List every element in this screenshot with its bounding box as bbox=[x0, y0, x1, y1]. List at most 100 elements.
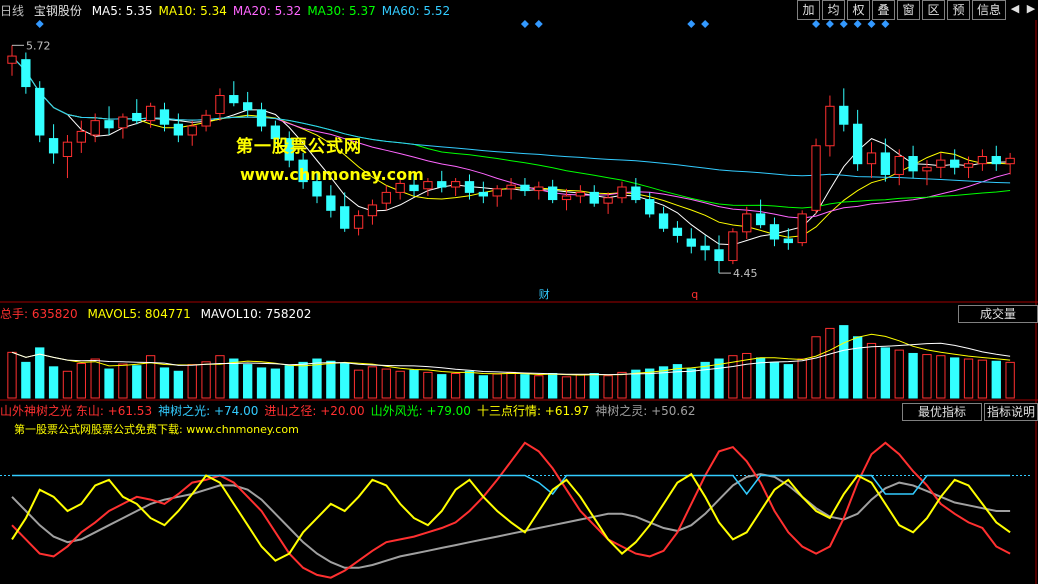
volume-bar bbox=[492, 373, 502, 399]
candle-body bbox=[811, 145, 821, 211]
volume-bar bbox=[312, 358, 322, 399]
stock-name: 宝钢股份 bbox=[33, 4, 82, 18]
indicator-readout-2: 进山之径: +20.00 bbox=[264, 404, 365, 418]
indicator-help-button[interactable]: 指标说明 bbox=[984, 403, 1038, 421]
prev-arrow-icon[interactable]: ◀ bbox=[1008, 0, 1022, 18]
volume-bar bbox=[381, 368, 391, 399]
watermark-title: 第一股票公式网 bbox=[236, 137, 362, 157]
volume-bar bbox=[284, 365, 294, 399]
candle-body bbox=[977, 156, 988, 165]
toolbar-button-2[interactable]: 权 bbox=[847, 0, 870, 20]
candle-body bbox=[76, 130, 86, 143]
volume-bar bbox=[755, 357, 766, 399]
event-diamond-icon bbox=[701, 20, 710, 28]
volume-bar bbox=[464, 370, 475, 399]
candle-body bbox=[797, 213, 807, 244]
candle-body bbox=[21, 59, 31, 88]
volume-bar bbox=[728, 355, 738, 399]
candle-body bbox=[381, 191, 391, 204]
candle-body bbox=[922, 166, 932, 172]
volume-bar bbox=[603, 375, 613, 399]
volume-bar bbox=[866, 342, 877, 399]
candle-body bbox=[312, 181, 322, 197]
toolbar-button-0[interactable]: 加 bbox=[797, 0, 820, 20]
volume-bar bbox=[270, 368, 281, 399]
indicator-line-3 bbox=[11, 473, 1011, 569]
next-arrow-icon[interactable]: ▶ bbox=[1024, 0, 1038, 18]
volume-bar bbox=[62, 370, 73, 399]
volume-bar bbox=[714, 358, 724, 399]
ma-readout-0: MA5: 5.35 bbox=[91, 4, 153, 18]
candle-body bbox=[270, 125, 281, 140]
candle-body bbox=[7, 55, 17, 64]
volume-bar bbox=[950, 357, 960, 399]
toolbar-button-1[interactable]: 均 bbox=[822, 0, 845, 20]
candle-body bbox=[894, 156, 904, 175]
ma-readout-2: MA20: 5.32 bbox=[232, 4, 302, 18]
volume-bar bbox=[229, 358, 239, 399]
indicator-subtitle: 第一股票公式网股票公式免费下载: www.chnmoney.com bbox=[14, 423, 299, 436]
volume-bar bbox=[353, 369, 364, 399]
candle-body bbox=[755, 213, 766, 226]
volume-bar bbox=[437, 374, 447, 399]
candle-body bbox=[173, 123, 184, 136]
candle-body bbox=[256, 109, 267, 127]
volume-bar bbox=[1005, 361, 1015, 399]
candle-body bbox=[908, 156, 918, 172]
candle-body bbox=[243, 102, 253, 111]
toolbar-button-5[interactable]: 区 bbox=[922, 0, 945, 20]
volume-bar bbox=[963, 358, 974, 399]
volume-bar bbox=[811, 336, 821, 399]
candle-body bbox=[159, 109, 170, 125]
volume-bar bbox=[215, 355, 225, 399]
candle-body bbox=[35, 87, 45, 136]
event-diamond-icon bbox=[520, 20, 529, 28]
candle-body bbox=[603, 197, 613, 204]
indicator-readout-4: 十三点行情: +61.97 bbox=[476, 404, 590, 418]
candle-body bbox=[423, 181, 433, 190]
candle-body bbox=[575, 191, 586, 197]
volume-bar bbox=[367, 366, 378, 399]
candle-body bbox=[866, 152, 877, 165]
volume-bar bbox=[520, 374, 530, 399]
toolbar-button-7[interactable]: 信息 bbox=[972, 0, 1006, 20]
indicator-readout-3: 山外风光: +79.00 bbox=[370, 404, 471, 418]
indicator-line-0 bbox=[11, 441, 1011, 579]
volume-bar bbox=[977, 359, 988, 399]
volume-bar bbox=[201, 361, 211, 399]
volume-bar bbox=[478, 375, 489, 399]
volume-bar bbox=[145, 355, 156, 399]
watermark-url: www.chnmoney.com bbox=[240, 165, 424, 184]
best-indicator-button[interactable]: 最优指标 bbox=[902, 403, 982, 421]
ma-readout-4: MA60: 5.52 bbox=[381, 4, 451, 18]
candle-body bbox=[340, 206, 350, 229]
candle-body bbox=[672, 227, 683, 236]
candle-body bbox=[492, 188, 502, 197]
volume-bar bbox=[894, 349, 904, 399]
volume-button[interactable]: 成交量 bbox=[958, 305, 1038, 323]
toolbar-button-4[interactable]: 窗 bbox=[897, 0, 920, 20]
volume-bar bbox=[797, 358, 807, 399]
mavol10-label: MAVOL10: bbox=[200, 307, 266, 321]
candle-body bbox=[187, 125, 197, 136]
volume-bar bbox=[326, 360, 336, 399]
event-diamond-icon bbox=[825, 20, 834, 28]
toolbar-button-6[interactable]: 预 bbox=[947, 0, 970, 20]
candle-body bbox=[617, 186, 627, 199]
mavol10-value: 758202 bbox=[265, 307, 312, 321]
candle-body bbox=[464, 181, 475, 193]
candle-body bbox=[395, 182, 405, 193]
candle-body bbox=[936, 159, 946, 168]
indicator-readout-5: 神树之灵: +50.62 bbox=[595, 404, 696, 418]
mavol10-readout: MAVOL10: 758202 bbox=[201, 307, 312, 321]
volume-bar bbox=[48, 366, 59, 399]
candle-body bbox=[534, 186, 544, 192]
volume-bar bbox=[922, 354, 932, 399]
period-label[interactable]: 日线 bbox=[0, 4, 25, 18]
toolbar-button-3[interactable]: 叠 bbox=[872, 0, 895, 20]
indicator-header: 山外神树之光 东山: +61.53 神树之光: +74.00 进山之径: +20.0… bbox=[0, 402, 702, 420]
event-marker-q: q bbox=[691, 288, 698, 301]
candle-body bbox=[353, 215, 364, 229]
candle-body bbox=[90, 120, 100, 136]
